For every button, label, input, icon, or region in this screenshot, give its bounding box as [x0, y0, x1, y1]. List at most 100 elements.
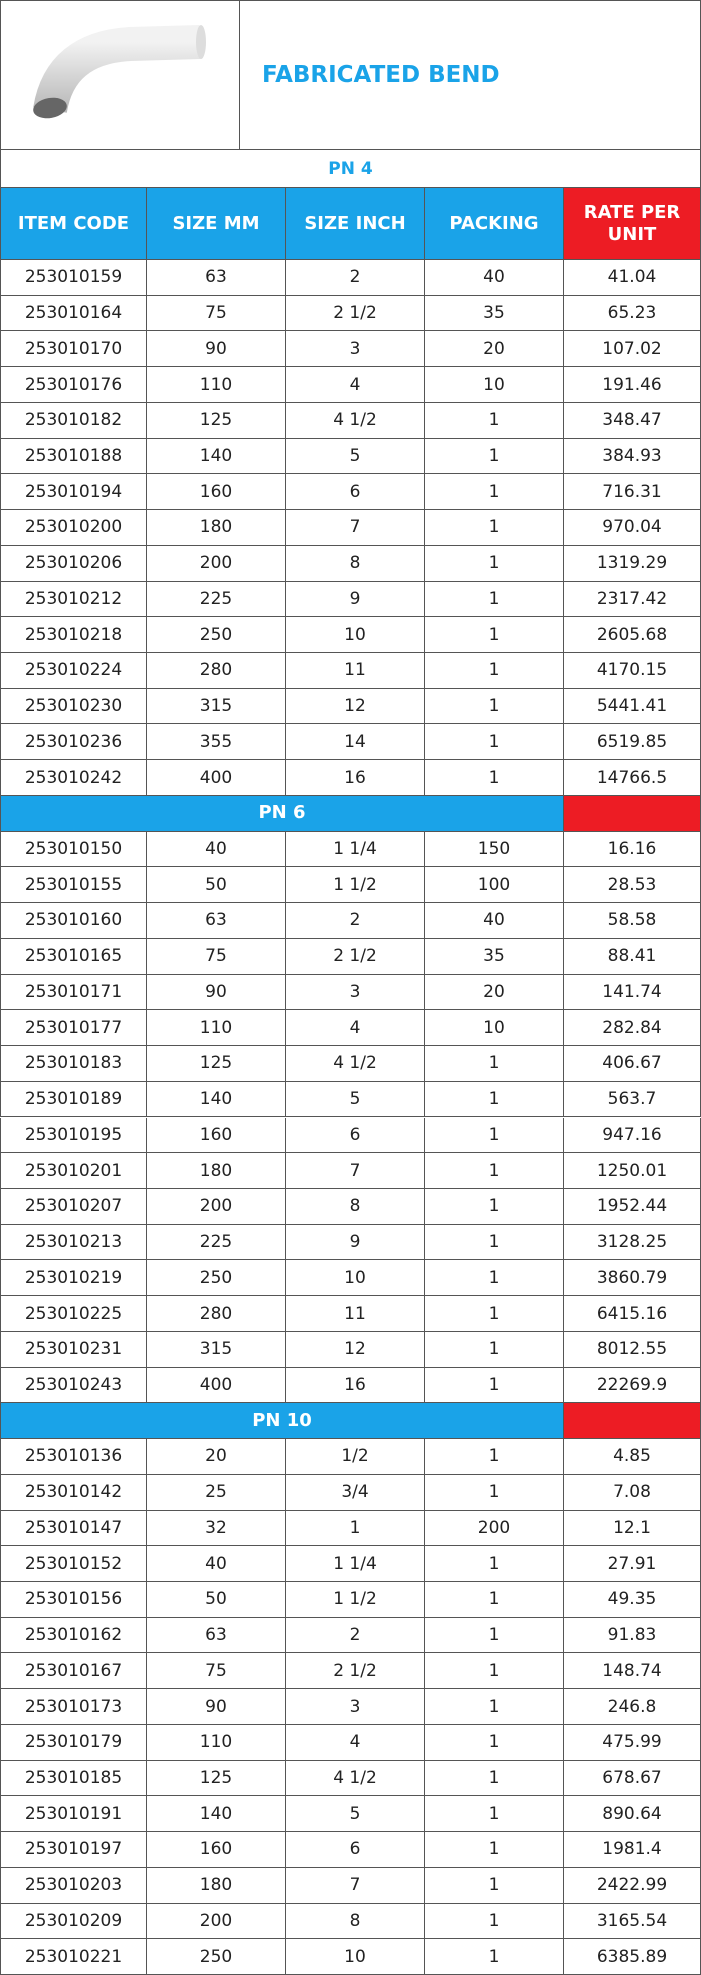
table-cell: 4170.15 [564, 653, 701, 689]
table-cell: 6 [286, 474, 425, 510]
table-cell: 253010162 [0, 1618, 147, 1654]
table-cell: 253010167 [0, 1653, 147, 1689]
table-cell: 75 [147, 1653, 286, 1689]
table-cell: 35 [425, 939, 564, 975]
table-cell: 63 [147, 903, 286, 939]
table-cell: 6 [286, 1118, 425, 1154]
table-cell: 140 [147, 1082, 286, 1118]
table-cell: 200 [147, 546, 286, 582]
table-cell: 4 [286, 1010, 425, 1046]
table-cell: 16 [286, 1368, 425, 1404]
column-header: SIZE INCH [286, 188, 425, 260]
table-cell: 253010230 [0, 689, 147, 725]
table-cell: 253010171 [0, 975, 147, 1011]
table-cell: 1 [425, 1296, 564, 1332]
table-cell: 1250.01 [564, 1153, 701, 1189]
table-cell: 1 [425, 1653, 564, 1689]
table-cell: 4 1/2 [286, 1046, 425, 1082]
table-cell: 191.46 [564, 367, 701, 403]
table-cell: 90 [147, 1689, 286, 1725]
column-header: PACKING [425, 188, 564, 260]
table-cell: 4 1/2 [286, 1761, 425, 1797]
table-cell: 280 [147, 653, 286, 689]
table-cell: 1 [425, 1189, 564, 1225]
table-cell: 22269.9 [564, 1368, 701, 1404]
table-cell: 88.41 [564, 939, 701, 975]
table-cell: 348.47 [564, 403, 701, 439]
table-cell: 253010182 [0, 403, 147, 439]
table-cell: 253010176 [0, 367, 147, 403]
table-cell: 253010142 [0, 1475, 147, 1511]
table-cell: 5441.41 [564, 689, 701, 725]
table-cell: 110 [147, 367, 286, 403]
table-cell: 253010224 [0, 653, 147, 689]
table-cell: 63 [147, 1618, 286, 1654]
table-cell: 1 [425, 546, 564, 582]
table-cell: 9 [286, 1225, 425, 1261]
column-header: ITEM CODE [0, 188, 147, 260]
table-cell: 1/2 [286, 1439, 425, 1475]
table-cell: 1 [286, 1511, 425, 1547]
table-cell: 253010147 [0, 1511, 147, 1547]
table-cell: 125 [147, 1761, 286, 1797]
table-cell: 253010225 [0, 1296, 147, 1332]
table-cell: 253010231 [0, 1332, 147, 1368]
table-cell: 91.83 [564, 1618, 701, 1654]
table-cell: 150 [425, 832, 564, 868]
table-cell: 140 [147, 439, 286, 475]
table-cell: 63 [147, 260, 286, 296]
table-cell: 890.64 [564, 1796, 701, 1832]
table-cell: 1 [425, 1225, 564, 1261]
table-cell: 6 [286, 1832, 425, 1868]
table-cell: 716.31 [564, 474, 701, 510]
table-cell: 1 [425, 1796, 564, 1832]
table-cell: 180 [147, 1868, 286, 1904]
table-cell: 253010152 [0, 1546, 147, 1582]
table-cell: 253010179 [0, 1725, 147, 1761]
table-cell: 2605.68 [564, 617, 701, 653]
table-cell: 1 [425, 1368, 564, 1404]
table-cell: 100 [425, 867, 564, 903]
table-cell: 2 1/2 [286, 296, 425, 332]
table-cell: 4.85 [564, 1439, 701, 1475]
table-cell: 406.67 [564, 1046, 701, 1082]
table-cell: 315 [147, 1332, 286, 1368]
table-cell: 1 [425, 1761, 564, 1797]
table-cell: 253010160 [0, 903, 147, 939]
table-cell: 253010191 [0, 1796, 147, 1832]
table-cell: 253010206 [0, 546, 147, 582]
table-cell: 1 [425, 439, 564, 475]
table-cell: 1 [425, 1046, 564, 1082]
table-cell: 1 [425, 1082, 564, 1118]
table-cell: 355 [147, 724, 286, 760]
table-cell: 1 1/2 [286, 867, 425, 903]
table-cell: 10 [286, 1260, 425, 1296]
table-cell: 253010213 [0, 1225, 147, 1261]
table-cell: 1952.44 [564, 1189, 701, 1225]
table-cell: 1 [425, 1868, 564, 1904]
table-cell: 1981.4 [564, 1832, 701, 1868]
table-cell: 2 [286, 1618, 425, 1654]
table-cell: 200 [147, 1904, 286, 1940]
table-cell: 253010219 [0, 1260, 147, 1296]
product-image-cell [0, 0, 240, 150]
column-header: RATE PER UNIT [564, 188, 701, 260]
section-title: PN 6 [0, 796, 564, 832]
table-cell: 253010218 [0, 617, 147, 653]
table-cell: 140 [147, 1796, 286, 1832]
table-cell: 1 [425, 1546, 564, 1582]
table-cell: 253010173 [0, 1689, 147, 1725]
column-header: SIZE MM [147, 188, 286, 260]
table-cell: 25 [147, 1475, 286, 1511]
table-cell: 1 [425, 403, 564, 439]
table-cell: 7.08 [564, 1475, 701, 1511]
table-cell: 90 [147, 331, 286, 367]
table-cell: 12.1 [564, 1511, 701, 1547]
table-cell: 90 [147, 975, 286, 1011]
table-cell: 253010221 [0, 1939, 147, 1975]
table-cell: 5 [286, 1796, 425, 1832]
table-cell: 3/4 [286, 1475, 425, 1511]
table-cell: 7 [286, 510, 425, 546]
table-cell: 4 [286, 1725, 425, 1761]
table-cell: 8 [286, 1904, 425, 1940]
